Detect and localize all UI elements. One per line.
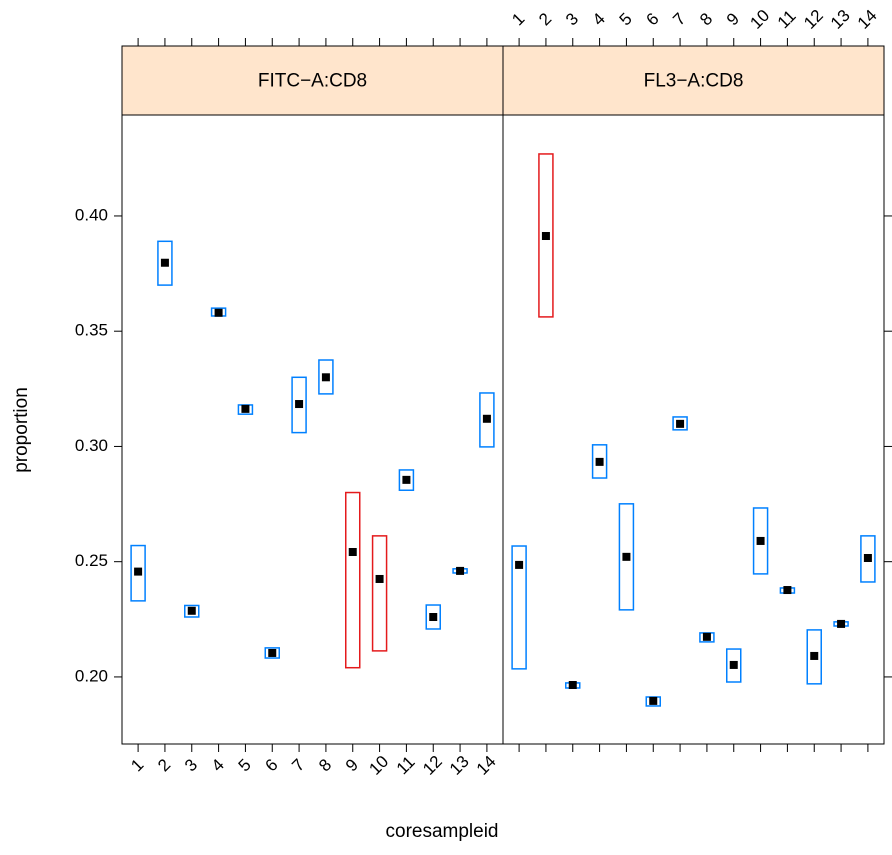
y-axis-title: proportion — [11, 387, 32, 473]
point — [837, 619, 846, 628]
x-tick-label: 6 — [642, 9, 662, 29]
interval — [538, 153, 554, 318]
y-tick-label: 0.35 — [75, 321, 108, 340]
y-tick-label: 0.30 — [75, 436, 108, 455]
point — [321, 373, 330, 382]
x-tick-label: 14 — [854, 6, 881, 33]
x-tick-label: 10 — [365, 752, 392, 779]
panel-frame — [121, 114, 504, 745]
strip — [502, 45, 885, 116]
point — [348, 548, 357, 557]
panel-frame — [502, 114, 885, 745]
x-tick-label: 6 — [261, 755, 281, 775]
y-tick-label: 0.40 — [75, 205, 108, 224]
interval — [752, 507, 769, 575]
interval — [725, 648, 742, 683]
x-tick-label: 14 — [473, 752, 500, 779]
x-tick-label: 11 — [774, 6, 800, 32]
strip-title: FITC−A:CD8 — [258, 71, 367, 92]
x-axis-title: coresampleid — [386, 821, 499, 842]
interval — [511, 545, 527, 670]
point — [456, 566, 465, 575]
point — [756, 536, 765, 545]
interval — [479, 392, 495, 448]
point — [214, 308, 223, 317]
x-tick-label: 12 — [800, 6, 827, 33]
point — [134, 567, 143, 576]
x-tick-label: 4 — [589, 9, 609, 29]
point — [649, 696, 658, 705]
x-tick-label: 13 — [446, 752, 473, 779]
interval — [130, 544, 146, 602]
x-tick-label: 8 — [315, 755, 335, 775]
x-tick-label: 10 — [746, 6, 773, 33]
point — [515, 560, 524, 569]
point — [375, 574, 384, 583]
y-tick-label: 0.25 — [75, 551, 108, 570]
point — [402, 475, 411, 484]
point — [160, 258, 169, 267]
interval — [371, 535, 388, 652]
x-tick-label: 5 — [235, 755, 255, 775]
x-tick-label: 8 — [696, 9, 716, 29]
x-tick-label: 13 — [827, 6, 854, 33]
point — [622, 552, 631, 561]
x-tick-label: 5 — [616, 9, 636, 29]
point — [541, 232, 550, 241]
x-tick-label: 9 — [342, 755, 362, 775]
interval — [398, 469, 415, 491]
point — [676, 419, 685, 428]
point — [783, 586, 792, 595]
interval — [184, 604, 200, 618]
interval — [672, 416, 688, 431]
point — [241, 404, 250, 413]
interval — [318, 359, 334, 395]
point — [187, 606, 196, 615]
x-tick-label: 3 — [562, 9, 582, 29]
interval — [344, 491, 361, 669]
strip — [121, 45, 504, 116]
interval — [860, 535, 876, 583]
point — [295, 400, 304, 409]
point — [810, 651, 819, 660]
x-tick-label: 4 — [208, 755, 228, 775]
y-tick-label: 0.20 — [75, 666, 108, 685]
point — [568, 680, 577, 689]
x-tick-label: 1 — [508, 9, 528, 29]
interval — [806, 629, 822, 685]
interval — [425, 604, 441, 630]
point — [863, 553, 872, 562]
point — [729, 660, 738, 669]
x-tick-label: 9 — [723, 9, 743, 29]
x-tick-label: 11 — [393, 752, 419, 778]
x-tick-label: 12 — [419, 752, 446, 779]
x-tick-label: 3 — [181, 755, 201, 775]
interval — [264, 647, 281, 659]
point — [268, 648, 277, 657]
x-tick-label: 7 — [288, 755, 308, 775]
x-tick-label: 1 — [127, 755, 147, 775]
interval — [291, 376, 307, 434]
strip-title: FL3−A:CD8 — [644, 71, 744, 92]
point — [595, 457, 604, 466]
x-tick-label: 2 — [154, 755, 174, 775]
x-tick-label: 7 — [669, 9, 689, 29]
interval — [157, 240, 173, 286]
interval — [618, 503, 635, 611]
point — [429, 613, 438, 622]
interval — [591, 444, 608, 479]
point — [702, 632, 711, 641]
x-tick-label: 2 — [535, 9, 555, 29]
point — [482, 414, 491, 423]
